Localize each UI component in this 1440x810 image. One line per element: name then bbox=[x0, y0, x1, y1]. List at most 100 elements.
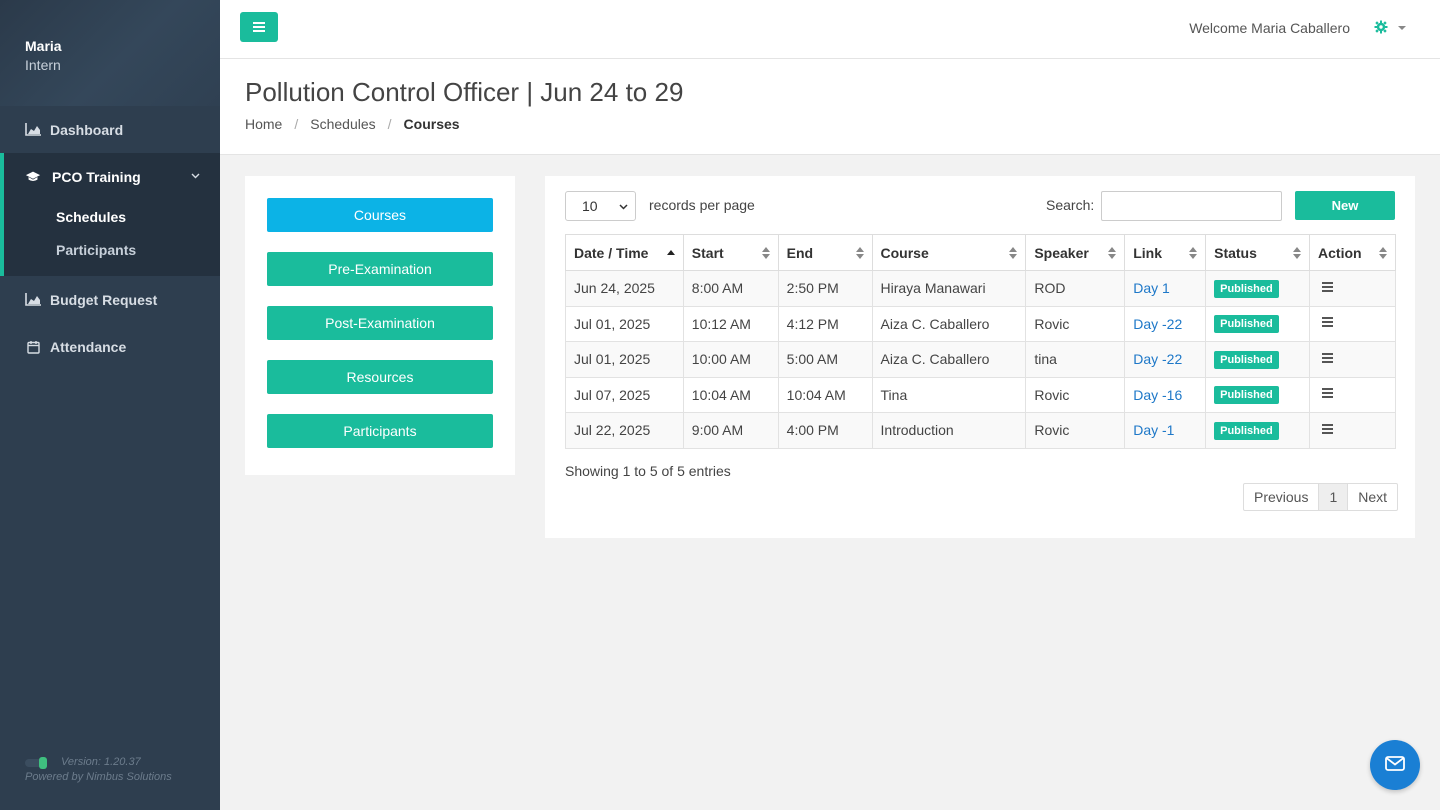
sort-icon bbox=[761, 247, 770, 259]
cell-end: 10:04 AM bbox=[777, 376, 873, 413]
breadcrumb-schedules[interactable]: Schedules bbox=[310, 116, 376, 132]
user-role: Intern bbox=[25, 57, 61, 73]
sidebar-item-pco-training[interactable]: PCO Training bbox=[4, 153, 220, 200]
cell-course: Aiza C. Caballero bbox=[871, 305, 1027, 342]
menu-toggle-button[interactable] bbox=[240, 12, 278, 42]
cell-end: 4:00 PM bbox=[777, 412, 873, 449]
page-title: Pollution Control Officer | Jun 24 to 29 bbox=[245, 77, 684, 107]
table-row: Jul 22, 2025 9:00 AM 4:00 PM Introductio… bbox=[565, 412, 1396, 449]
table-row: Jul 01, 2025 10:00 AM 5:00 AM Aiza C. Ca… bbox=[565, 341, 1396, 378]
status-badge: Published bbox=[1214, 315, 1279, 334]
courses-table-card: 10 records per page Search: New Date / T… bbox=[545, 176, 1415, 538]
action-menu-icon[interactable] bbox=[1322, 351, 1334, 365]
search-input[interactable] bbox=[1101, 191, 1282, 221]
cell-status: Published bbox=[1205, 305, 1311, 342]
pagination-previous[interactable]: Previous bbox=[1254, 489, 1309, 505]
sort-icon bbox=[1189, 247, 1198, 259]
day-link[interactable]: Day -22 bbox=[1133, 351, 1183, 368]
day-link[interactable]: Day 1 bbox=[1133, 280, 1170, 297]
envelope-icon bbox=[1385, 756, 1405, 774]
day-link[interactable]: Day -1 bbox=[1133, 422, 1175, 439]
column-header-date-time[interactable]: Date / Time bbox=[565, 234, 684, 271]
status-badge: Published bbox=[1214, 279, 1279, 298]
cell-start: 10:12 AM bbox=[682, 305, 779, 342]
cell-action bbox=[1309, 305, 1396, 342]
status-toggle-icon bbox=[25, 756, 47, 769]
sidebar-item-dashboard[interactable]: Dashboard bbox=[0, 106, 220, 153]
sidebar-item-attendance[interactable]: Attendance bbox=[0, 323, 220, 370]
cell-end: 5:00 AM bbox=[777, 341, 873, 378]
cell-course: Introduction bbox=[871, 412, 1027, 449]
cell-start: 8:00 AM bbox=[682, 270, 779, 307]
cell-speaker: Rovic bbox=[1025, 376, 1126, 413]
breadcrumb-home[interactable]: Home bbox=[245, 116, 283, 132]
status-badge: Published bbox=[1214, 386, 1279, 405]
action-menu-icon[interactable] bbox=[1322, 422, 1334, 436]
column-header-action[interactable]: Action bbox=[1309, 234, 1396, 271]
chevron-down-icon bbox=[191, 171, 200, 182]
pagination-next[interactable]: Next bbox=[1347, 484, 1397, 510]
pre-examination-button[interactable]: Pre-Examination bbox=[267, 252, 493, 286]
chevron-down-icon bbox=[619, 202, 628, 213]
column-header-status[interactable]: Status bbox=[1205, 234, 1311, 271]
sort-icon bbox=[855, 247, 864, 259]
sort-asc-icon bbox=[666, 250, 675, 255]
cell-speaker: Rovic bbox=[1025, 305, 1126, 342]
graduation-cap-icon bbox=[25, 170, 41, 184]
column-header-course[interactable]: Course bbox=[871, 234, 1027, 271]
user-name: Maria bbox=[25, 38, 62, 54]
search-label: Search: bbox=[1046, 197, 1095, 213]
action-menu-icon[interactable] bbox=[1322, 315, 1334, 329]
cell-action bbox=[1309, 412, 1396, 449]
version-text: Version: 1.20.37 bbox=[61, 756, 141, 768]
pagination-page-1[interactable]: 1 bbox=[1318, 484, 1348, 510]
topbar: Welcome Maria Caballero bbox=[220, 0, 1440, 59]
page-header: Pollution Control Officer | Jun 24 to 29… bbox=[220, 59, 1440, 155]
cell-action bbox=[1309, 270, 1396, 307]
day-link[interactable]: Day -22 bbox=[1133, 315, 1183, 332]
breadcrumb-separator: / bbox=[387, 116, 392, 132]
courses-button[interactable]: Courses bbox=[267, 198, 493, 232]
cell-status: Published bbox=[1205, 376, 1311, 413]
resources-button[interactable]: Resources bbox=[267, 360, 493, 394]
pagination: Previous 1 Next bbox=[1243, 483, 1399, 511]
sidebar-item-budget-request[interactable]: Budget Request bbox=[0, 276, 220, 323]
message-fab-button[interactable] bbox=[1370, 740, 1420, 790]
sidebar-subitem-participants[interactable]: Participants bbox=[56, 241, 137, 258]
sidebar-subitem-schedules[interactable]: Schedules bbox=[56, 208, 127, 225]
column-header-link[interactable]: Link bbox=[1124, 234, 1207, 271]
column-header-start[interactable]: Start bbox=[682, 234, 779, 271]
cell-date: Jul 07, 2025 bbox=[565, 376, 684, 413]
cell-action bbox=[1309, 376, 1396, 413]
cell-link: Day -1 bbox=[1124, 412, 1207, 449]
cell-start: 10:00 AM bbox=[682, 341, 779, 378]
action-menu-icon[interactable] bbox=[1322, 386, 1334, 400]
cell-date: Jul 01, 2025 bbox=[565, 305, 684, 342]
day-link[interactable]: Day -16 bbox=[1133, 386, 1183, 403]
sort-icon bbox=[1108, 247, 1117, 259]
cell-speaker: tina bbox=[1025, 341, 1126, 378]
column-header-speaker[interactable]: Speaker bbox=[1025, 234, 1126, 271]
sidebar-item-label: Attendance bbox=[50, 338, 127, 355]
cell-course: Hiraya Manawari bbox=[871, 270, 1027, 307]
cell-status: Published bbox=[1205, 270, 1311, 307]
participants-button[interactable]: Participants bbox=[267, 414, 493, 448]
caret-down-icon[interactable] bbox=[1398, 26, 1406, 30]
cell-start: 9:00 AM bbox=[682, 412, 779, 449]
sidebar-item-label: Budget Request bbox=[50, 291, 158, 308]
cell-speaker: ROD bbox=[1025, 270, 1126, 307]
cell-date: Jul 01, 2025 bbox=[565, 341, 684, 378]
sort-icon bbox=[1009, 247, 1018, 259]
table-row: Jul 07, 2025 10:04 AM 10:04 AM Tina Rovi… bbox=[565, 376, 1396, 413]
cell-end: 4:12 PM bbox=[777, 305, 873, 342]
table-row: Jun 24, 2025 8:00 AM 2:50 PM Hiraya Mana… bbox=[565, 270, 1396, 307]
new-button[interactable]: New bbox=[1295, 191, 1395, 220]
post-examination-button[interactable]: Post-Examination bbox=[267, 306, 493, 340]
sidebar-item-label: PCO Training bbox=[52, 168, 141, 185]
sort-icon bbox=[1293, 247, 1302, 259]
column-header-end[interactable]: End bbox=[777, 234, 873, 271]
gear-icon[interactable] bbox=[1374, 20, 1388, 37]
cell-course: Tina bbox=[871, 376, 1027, 413]
action-menu-icon[interactable] bbox=[1322, 280, 1334, 294]
per-page-select[interactable]: 10 bbox=[565, 191, 636, 221]
